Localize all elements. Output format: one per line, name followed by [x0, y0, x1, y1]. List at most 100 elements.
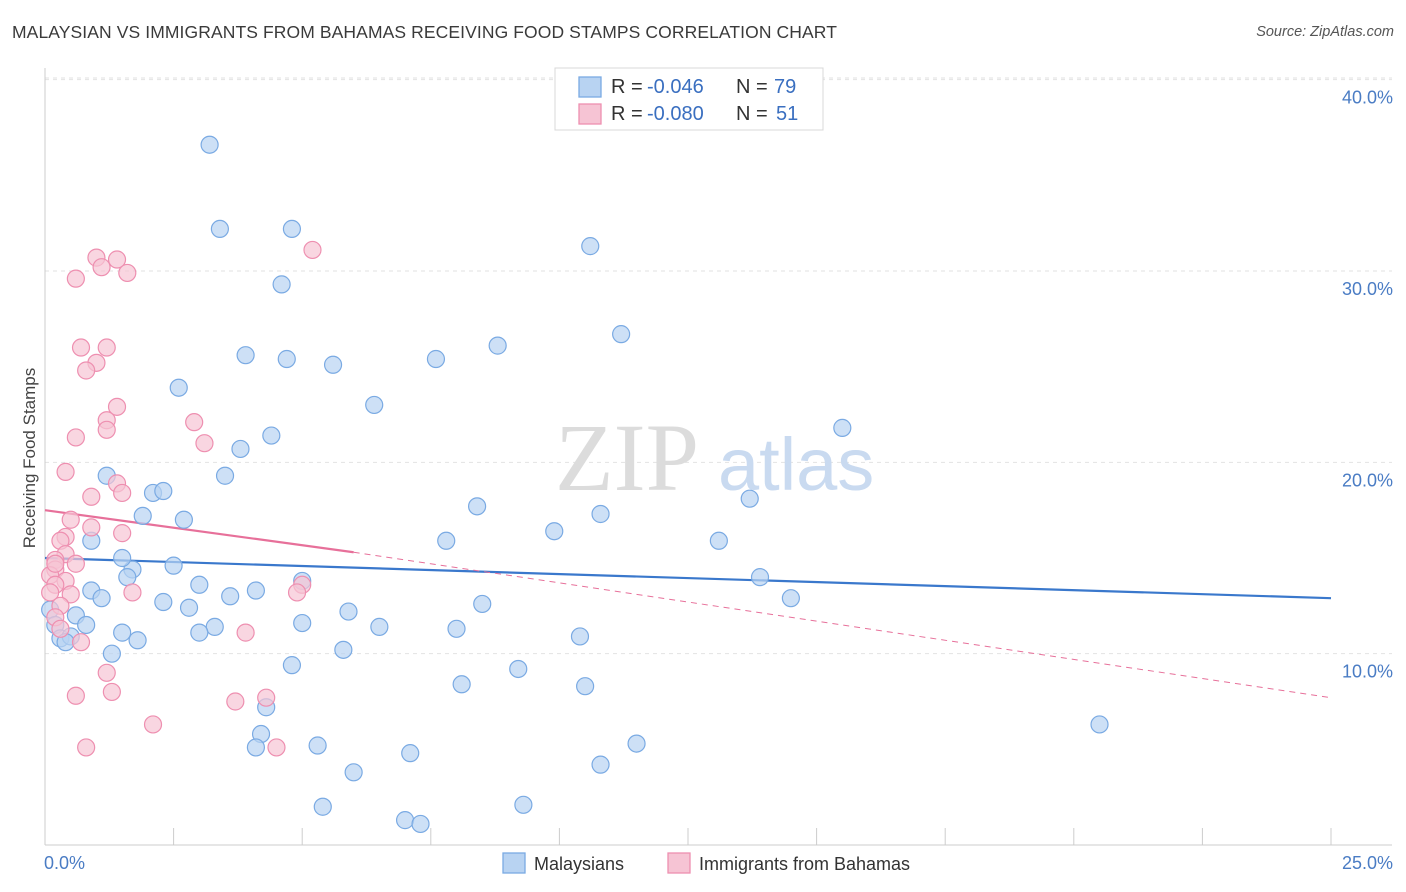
malaysians-point — [272, 275, 291, 294]
malaysians-point — [113, 623, 132, 642]
malaysians-point — [323, 355, 343, 374]
malaysians-point — [190, 575, 209, 594]
malaysians-point — [210, 219, 229, 239]
malaysians-point — [221, 587, 240, 606]
y-tick-label-4: 40.0% — [1342, 88, 1393, 108]
malaysians-point — [77, 615, 96, 635]
bahamas-point — [303, 240, 322, 260]
bahamas-point — [77, 738, 96, 757]
malaysians-point — [154, 592, 173, 612]
malaysians-point — [334, 640, 353, 659]
bahamas-point — [97, 338, 116, 357]
bahamas-trend-line — [44, 509, 354, 554]
malaysians-point — [781, 589, 800, 608]
bahamas-point — [267, 738, 286, 757]
malaysians-point — [514, 795, 533, 814]
chart-title: MALAYSIAN VS IMMIGRANTS FROM BAHAMAS REC… — [12, 22, 838, 42]
malaysians-point — [282, 656, 302, 675]
bahamas-point — [66, 428, 85, 447]
malaysians-point — [118, 568, 137, 587]
malaysians-point — [174, 510, 193, 529]
bahamas-point — [107, 250, 127, 269]
malaysians-point — [102, 644, 121, 663]
x-tick-label-left: 0.0% — [44, 853, 85, 873]
y-tick-label-1: 10.0% — [1342, 662, 1393, 682]
bottom-legend-label-bahamas: Immigrants from Bahamas — [699, 854, 910, 874]
malaysians-point — [447, 619, 466, 638]
bahamas-point — [82, 518, 101, 537]
bahamas-point — [118, 263, 137, 283]
malaysians-point — [612, 325, 631, 344]
malaysians-point — [164, 556, 183, 575]
bahamas-point — [102, 682, 121, 702]
malaysians-points — [41, 135, 1109, 834]
malaysians-point — [591, 755, 610, 774]
legend-n-value-1: 79 — [774, 76, 796, 98]
malaysians-point — [236, 346, 255, 365]
malaysians-point — [246, 738, 266, 757]
bahamas-point — [257, 688, 276, 707]
bahamas-point — [71, 338, 91, 357]
malaysians-point — [282, 219, 302, 239]
bahamas-point — [66, 554, 85, 573]
axes — [44, 68, 1392, 846]
malaysians-point — [627, 734, 646, 753]
malaysians-point — [313, 797, 332, 816]
malaysians-point — [277, 349, 296, 369]
malaysians-point — [833, 418, 852, 437]
bahamas-point — [92, 258, 111, 277]
malaysians-point — [426, 349, 446, 369]
malaysians-point — [452, 675, 471, 694]
malaysians-point — [133, 506, 152, 526]
malaysians-point — [509, 659, 528, 679]
malaysians-point — [576, 677, 595, 696]
malaysians-point — [411, 814, 430, 834]
bahamas-trend-line-dashed — [353, 551, 1332, 699]
legend-r-label-1: R = — [611, 76, 643, 98]
malaysians-point — [467, 497, 487, 516]
grid — [45, 77, 1392, 655]
legend-n-value-2: 51 — [776, 103, 798, 125]
bahamas-point — [82, 487, 101, 506]
bahamas-point — [51, 619, 70, 638]
bahamas-point — [185, 413, 204, 432]
bahamas-point — [107, 397, 127, 416]
x-tick-label-right: 25.0% — [1342, 853, 1393, 873]
malaysians-point — [1090, 715, 1109, 734]
bahamas-point — [287, 583, 307, 602]
malaysians-point — [740, 489, 759, 508]
malaysians-point — [395, 811, 415, 830]
malaysians-point — [246, 581, 266, 600]
bahamas-point — [236, 623, 255, 642]
bahamas-point — [97, 663, 116, 682]
malaysians-point — [92, 589, 111, 608]
malaysians-point — [344, 763, 363, 782]
bahamas-point — [71, 633, 91, 652]
bahamas-point — [195, 434, 214, 453]
bahamas-point — [46, 554, 65, 573]
y-axis-label: Receiving Food Stamps — [20, 368, 39, 548]
malaysians-point — [200, 135, 219, 154]
bahamas-point — [66, 269, 85, 288]
bahamas-point — [123, 583, 142, 602]
bahamas-point — [41, 583, 60, 602]
watermark-zip: ZIP — [555, 404, 699, 511]
bahamas-point — [113, 524, 132, 543]
malaysians-point — [308, 736, 327, 755]
malaysians-trend-line — [44, 556, 1332, 600]
bottom-legend-label-malaysians: Malaysians — [534, 854, 624, 874]
bahamas-points — [41, 240, 322, 757]
bahamas-point — [56, 462, 75, 481]
malaysians-point — [370, 617, 389, 636]
bahamas-point — [97, 420, 116, 439]
malaysians-point — [215, 466, 235, 485]
malaysians-point — [473, 594, 492, 614]
legend-swatch-malaysians — [578, 76, 602, 98]
malaysians-point — [750, 568, 770, 587]
y-tick-label-3: 30.0% — [1342, 279, 1393, 299]
legend-swatch-bahamas — [578, 103, 602, 125]
malaysians-point — [339, 602, 358, 621]
malaysians-point — [709, 531, 728, 550]
malaysians-point — [591, 504, 610, 524]
